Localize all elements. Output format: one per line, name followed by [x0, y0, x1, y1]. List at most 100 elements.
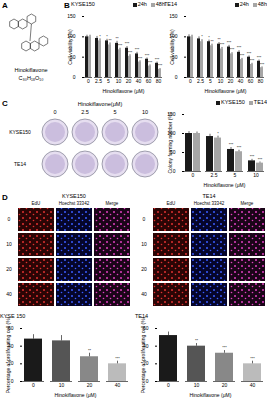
svg-text:***: *** [158, 63, 163, 68]
svg-text:**: ** [210, 39, 214, 44]
svg-text:**: ** [195, 338, 199, 343]
svg-text:***: *** [237, 145, 242, 150]
svg-text:***: *** [115, 356, 120, 361]
svg-text:20: 20 [87, 382, 93, 388]
svg-text:0: 0 [175, 74, 178, 80]
svg-text:20: 20 [6, 266, 12, 272]
svg-text:EdU: EdU [167, 201, 176, 206]
svg-text:***: *** [125, 41, 130, 46]
svg-text:20: 20 [126, 78, 132, 84]
svg-text:*: * [217, 131, 219, 136]
svg-text:Percentage of proliferating ce: Percentage of proliferating cell (%) [140, 316, 146, 393]
svg-text:***: *** [229, 142, 234, 147]
svg-text:Hinokiflavone (μM): Hinokiflavone (μM) [190, 392, 232, 398]
svg-text:**: ** [108, 38, 112, 43]
svg-text:***: *** [250, 154, 255, 159]
svg-text:10: 10 [116, 78, 122, 84]
svg-text:KYSE150: KYSE150 [9, 129, 31, 135]
svg-text:60: 60 [248, 78, 254, 84]
svg-text:0: 0 [53, 109, 56, 115]
svg-text:2.5: 2.5 [81, 109, 89, 115]
svg-text:Colony forming number (%): Colony forming number (%) [167, 112, 173, 173]
svg-text:20: 20 [141, 266, 147, 272]
svg-text:150: 150 [169, 13, 178, 19]
svg-text:10: 10 [141, 241, 147, 247]
svg-text:***: *** [155, 57, 160, 62]
svg-text:2.5: 2.5 [211, 172, 218, 178]
svg-text:***: *** [258, 157, 263, 162]
svg-text:20: 20 [222, 382, 228, 388]
svg-text:***: *** [240, 53, 245, 58]
svg-text:5: 5 [234, 172, 237, 178]
svg-text:***: *** [118, 43, 123, 48]
svg-text:80: 80 [156, 78, 162, 84]
svg-text:Hinokiflavone(μM): Hinokiflavone(μM) [78, 101, 123, 107]
svg-text:TE14: TE14 [14, 161, 26, 167]
svg-text:150: 150 [67, 13, 76, 19]
svg-text:60: 60 [146, 78, 152, 84]
svg-text:0: 0 [189, 78, 192, 84]
svg-text:10: 10 [59, 382, 65, 388]
svg-text:KYSE150: KYSE150 [62, 193, 86, 199]
svg-text:*: * [201, 34, 203, 39]
svg-text:***: *** [237, 45, 242, 50]
svg-text:***: *** [138, 56, 143, 61]
svg-text:2.5: 2.5 [95, 78, 102, 84]
svg-text:20: 20 [228, 78, 234, 84]
svg-text:Hoechst 33342: Hoechst 33342 [59, 201, 90, 206]
svg-text:5: 5 [209, 78, 212, 84]
svg-text:***: *** [230, 47, 235, 52]
svg-text:10: 10 [6, 241, 12, 247]
svg-text:0: 0 [87, 78, 90, 84]
svg-text:0: 0 [8, 216, 11, 222]
svg-text:5: 5 [107, 78, 110, 84]
svg-text:0: 0 [73, 74, 76, 80]
svg-text:***: *** [227, 40, 232, 45]
svg-text:40: 40 [136, 78, 142, 84]
svg-text:***: *** [148, 60, 153, 65]
svg-text:0: 0 [173, 168, 176, 174]
svg-text:***: *** [128, 50, 133, 55]
svg-text:0: 0 [146, 378, 149, 384]
svg-text:2.5: 2.5 [197, 78, 204, 84]
svg-text:0: 0 [143, 216, 146, 222]
svg-text:*: * [99, 34, 101, 39]
svg-text:TE14: TE14 [202, 193, 215, 199]
svg-text:***: *** [250, 356, 255, 361]
svg-text:***: *** [257, 55, 262, 60]
svg-text:Hinokiflavone (μM): Hinokiflavone (μM) [103, 88, 145, 94]
svg-text:10: 10 [253, 172, 259, 178]
svg-text:***: *** [222, 345, 227, 350]
svg-text:**: ** [88, 348, 92, 353]
svg-text:40: 40 [238, 78, 244, 84]
svg-text:Merge: Merge [106, 201, 119, 206]
svg-text:Hinokiflavone (μM): Hinokiflavone (μM) [55, 392, 97, 398]
svg-text:Cell viability (%): Cell viability (%) [67, 29, 73, 65]
svg-text:***: *** [260, 62, 265, 67]
svg-text:Cell viability (%): Cell viability (%) [169, 29, 175, 65]
svg-text:**: ** [115, 36, 119, 41]
svg-text:Hoechst 33342: Hoechst 33342 [194, 201, 225, 206]
svg-text:***: *** [145, 53, 150, 58]
svg-text:40: 40 [250, 382, 256, 388]
svg-text:Hinokiflavone: Hinokiflavone [14, 67, 47, 73]
svg-text:0: 0 [32, 382, 35, 388]
svg-text:C₃₀H₁₈O₁₀: C₃₀H₁₈O₁₀ [18, 75, 43, 81]
svg-text:Hinokiflavone (μM): Hinokiflavone (μM) [205, 88, 247, 94]
svg-text:Hinokiflavone (μM): Hinokiflavone (μM) [204, 182, 246, 188]
svg-text:EdU: EdU [32, 201, 41, 206]
svg-text:***: *** [220, 42, 225, 47]
svg-text:***: *** [247, 51, 252, 56]
svg-text:0: 0 [11, 378, 14, 384]
svg-text:10: 10 [194, 382, 200, 388]
svg-text:0: 0 [192, 172, 195, 178]
svg-text:10: 10 [142, 109, 148, 115]
svg-text:80: 80 [258, 78, 264, 84]
svg-text:5: 5 [113, 109, 116, 115]
svg-text:***: *** [250, 58, 255, 63]
svg-text:10: 10 [218, 78, 224, 84]
svg-text:40: 40 [115, 382, 121, 388]
svg-text:0: 0 [167, 382, 170, 388]
svg-text:40: 40 [6, 291, 12, 297]
svg-text:Merge: Merge [241, 201, 254, 206]
